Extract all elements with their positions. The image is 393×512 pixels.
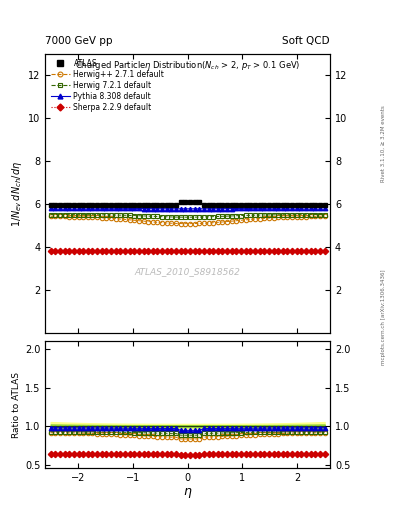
Text: Charged Particle$\eta$ Distribution($N_{ch}$ > 2, $p_T$ > 0.1 GeV): Charged Particle$\eta$ Distribution($N_{…	[75, 59, 300, 72]
Text: 7000 GeV pp: 7000 GeV pp	[45, 36, 113, 46]
Text: Soft QCD: Soft QCD	[283, 36, 330, 46]
Text: ATLAS_2010_S8918562: ATLAS_2010_S8918562	[135, 267, 241, 276]
Y-axis label: Ratio to ATLAS: Ratio to ATLAS	[12, 372, 21, 438]
Legend: ATLAS, Herwig++ 2.7.1 default, Herwig 7.2.1 default, Pythia 8.308 default, Sherp: ATLAS, Herwig++ 2.7.1 default, Herwig 7.…	[49, 57, 166, 113]
Text: mcplots.cern.ch [arXiv:1306.3436]: mcplots.cern.ch [arXiv:1306.3436]	[381, 270, 386, 365]
Text: Rivet 3.1.10, ≥ 3.2M events: Rivet 3.1.10, ≥ 3.2M events	[381, 105, 386, 182]
X-axis label: $\eta$: $\eta$	[183, 486, 193, 500]
Y-axis label: $1/N_{ev}\,dN_{ch}/d\eta$: $1/N_{ev}\,dN_{ch}/d\eta$	[10, 160, 24, 227]
